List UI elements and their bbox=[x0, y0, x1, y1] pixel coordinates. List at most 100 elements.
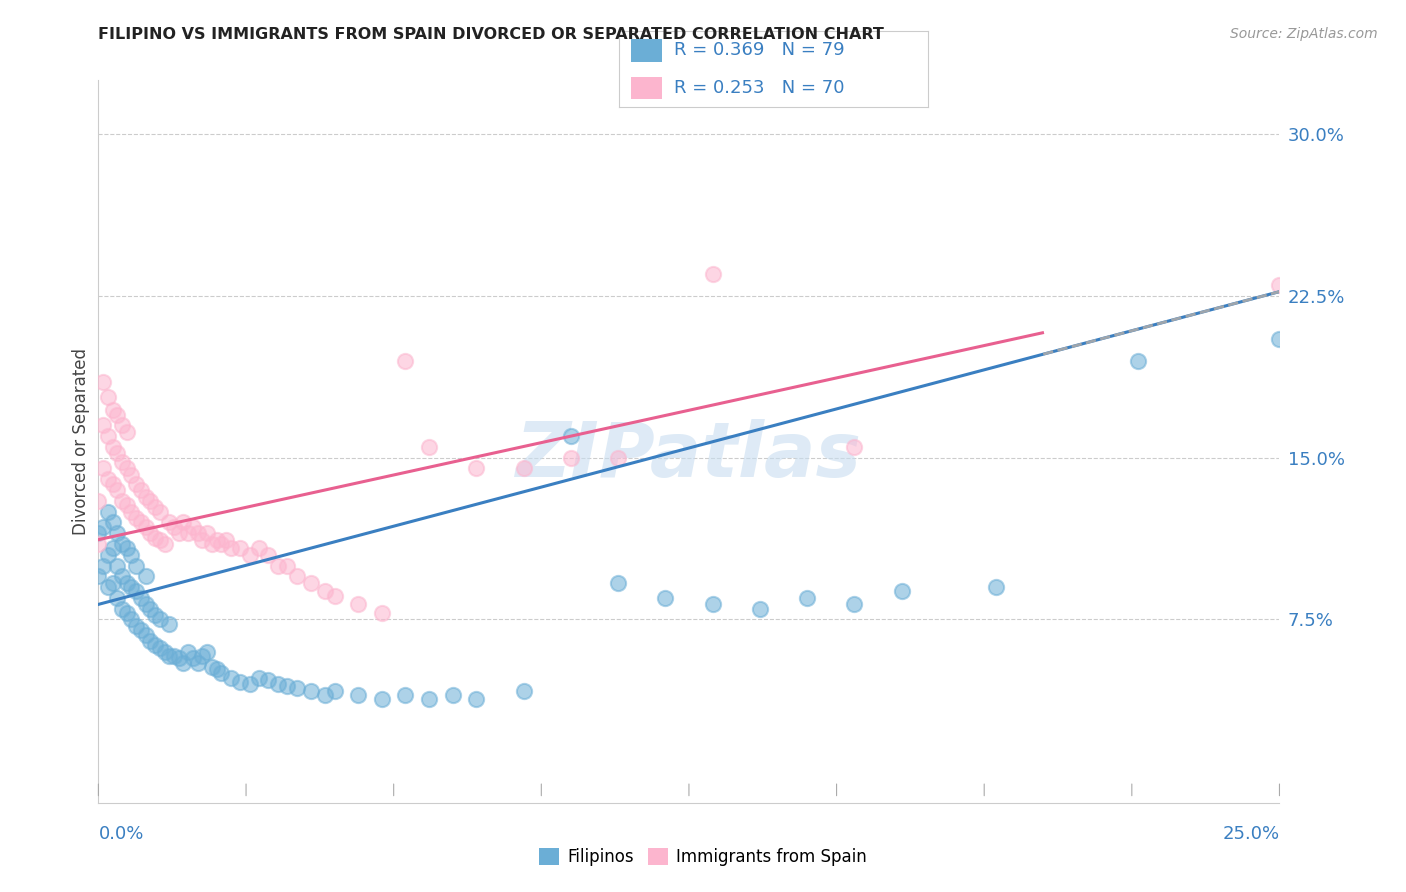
Point bbox=[323, 589, 346, 603]
Point bbox=[257, 548, 280, 562]
Text: FILIPINO VS IMMIGRANTS FROM SPAIN DIVORCED OR SEPARATED CORRELATION CHART: FILIPINO VS IMMIGRANTS FROM SPAIN DIVORC… bbox=[98, 27, 884, 42]
Text: ZIPatlas: ZIPatlas bbox=[516, 419, 862, 493]
Point bbox=[239, 548, 262, 562]
Point bbox=[91, 558, 114, 573]
Point bbox=[205, 662, 228, 676]
Point bbox=[97, 429, 120, 443]
Point bbox=[314, 688, 336, 702]
Point bbox=[87, 493, 110, 508]
Point bbox=[101, 476, 124, 491]
Point bbox=[143, 531, 166, 545]
Legend: Filipinos, Immigrants from Spain: Filipinos, Immigrants from Spain bbox=[531, 840, 875, 875]
Point bbox=[167, 651, 190, 665]
Point bbox=[91, 418, 114, 433]
Point bbox=[139, 601, 162, 615]
Point bbox=[796, 591, 818, 605]
Point bbox=[371, 692, 394, 706]
Point bbox=[418, 440, 440, 454]
Point bbox=[285, 569, 308, 583]
Point bbox=[418, 692, 440, 706]
Point bbox=[101, 403, 124, 417]
Point bbox=[285, 681, 308, 696]
Point bbox=[139, 634, 162, 648]
Point bbox=[654, 591, 676, 605]
Text: 25.0%: 25.0% bbox=[1222, 825, 1279, 843]
Point bbox=[121, 580, 143, 594]
Point bbox=[371, 606, 394, 620]
Point bbox=[1126, 353, 1149, 368]
Point bbox=[394, 688, 416, 702]
Point bbox=[139, 493, 162, 508]
Point bbox=[129, 624, 152, 638]
Point bbox=[181, 651, 204, 665]
Text: R = 0.369   N = 79: R = 0.369 N = 79 bbox=[675, 41, 845, 59]
Point bbox=[187, 526, 209, 541]
Point bbox=[191, 649, 214, 664]
Point bbox=[267, 558, 290, 573]
Point bbox=[181, 520, 204, 534]
Point bbox=[105, 446, 128, 460]
Point bbox=[135, 569, 157, 583]
Point bbox=[323, 683, 346, 698]
Point bbox=[149, 533, 172, 547]
Point bbox=[111, 537, 134, 551]
Point bbox=[87, 537, 110, 551]
Point bbox=[143, 608, 166, 623]
Point bbox=[257, 673, 280, 687]
Point bbox=[177, 526, 200, 541]
Point bbox=[560, 450, 582, 465]
Point bbox=[143, 500, 166, 515]
Point bbox=[219, 541, 242, 556]
Point bbox=[111, 418, 134, 433]
Point bbox=[129, 516, 152, 530]
Point bbox=[111, 601, 134, 615]
Point bbox=[195, 526, 218, 541]
Point bbox=[201, 537, 224, 551]
Point bbox=[195, 645, 218, 659]
Point bbox=[115, 541, 138, 556]
Point bbox=[101, 541, 124, 556]
Point bbox=[560, 429, 582, 443]
Point bbox=[115, 606, 138, 620]
Point bbox=[87, 526, 110, 541]
Point bbox=[97, 505, 120, 519]
Point bbox=[129, 483, 152, 497]
Point bbox=[219, 671, 242, 685]
Point bbox=[153, 537, 176, 551]
Point bbox=[209, 537, 232, 551]
Point bbox=[125, 584, 148, 599]
Point bbox=[115, 425, 138, 439]
Point bbox=[702, 598, 724, 612]
Point bbox=[157, 616, 180, 631]
Point bbox=[607, 450, 630, 465]
Point bbox=[135, 490, 157, 504]
Point bbox=[247, 541, 270, 556]
Point bbox=[91, 461, 114, 475]
Point bbox=[135, 627, 157, 641]
Point bbox=[149, 612, 172, 626]
Point bbox=[105, 408, 128, 422]
Point bbox=[149, 640, 172, 655]
Point bbox=[111, 569, 134, 583]
Point bbox=[105, 558, 128, 573]
Point bbox=[172, 656, 194, 670]
Point bbox=[135, 520, 157, 534]
Text: R = 0.253   N = 70: R = 0.253 N = 70 bbox=[675, 79, 845, 97]
Point bbox=[97, 580, 120, 594]
Point bbox=[111, 493, 134, 508]
Point bbox=[276, 558, 298, 573]
Point bbox=[149, 505, 172, 519]
Point bbox=[314, 584, 336, 599]
Point bbox=[129, 591, 152, 605]
Point bbox=[239, 677, 262, 691]
Y-axis label: Divorced or Separated: Divorced or Separated bbox=[72, 348, 90, 535]
FancyBboxPatch shape bbox=[631, 77, 662, 99]
Point bbox=[215, 533, 238, 547]
Point bbox=[167, 526, 190, 541]
Point bbox=[205, 533, 228, 547]
Point bbox=[91, 376, 114, 390]
Point bbox=[347, 598, 370, 612]
Point bbox=[191, 533, 214, 547]
Point bbox=[157, 516, 180, 530]
Point bbox=[748, 601, 770, 615]
